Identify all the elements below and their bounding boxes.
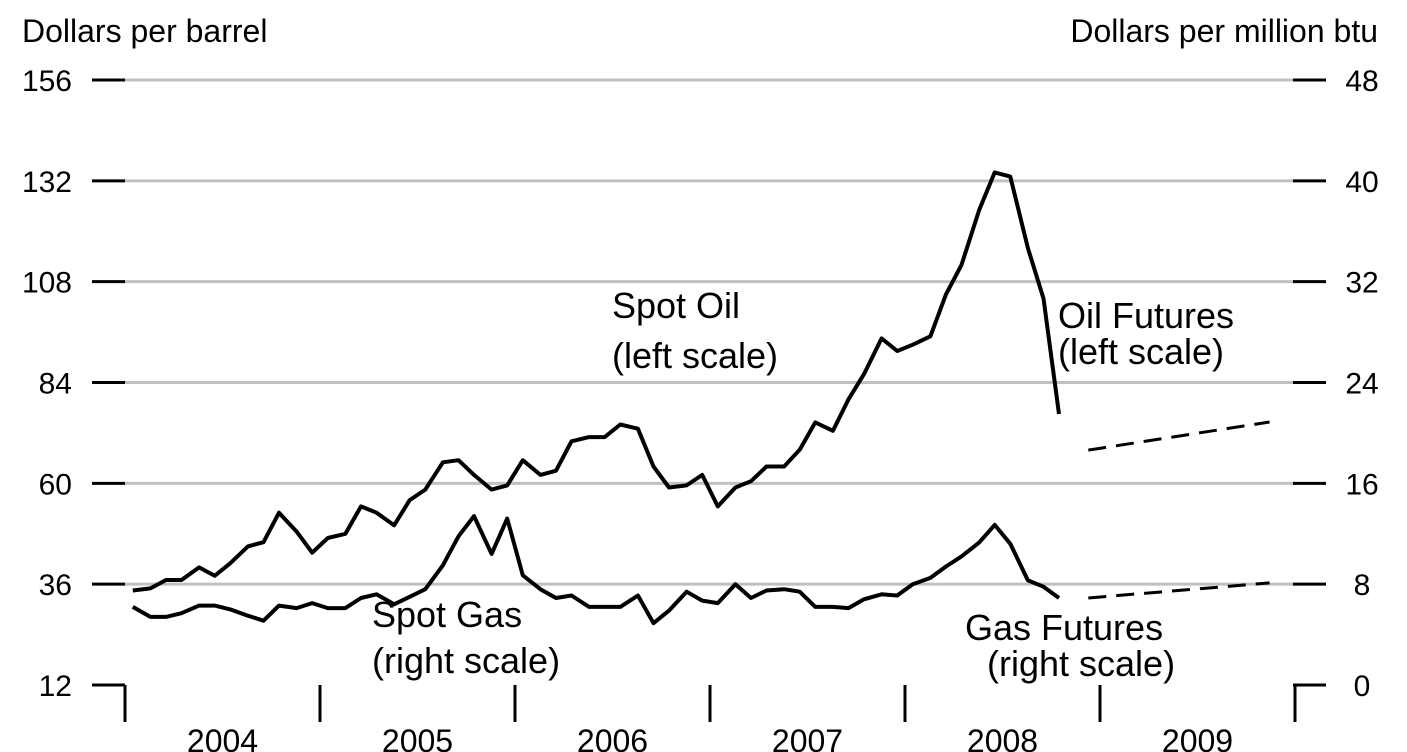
y-axis-title: Dollars per barrel (22, 13, 267, 49)
series-scale-note: (left scale) (1058, 331, 1224, 372)
y2-tick-label: 8 (1354, 569, 1371, 602)
y2-axis-title: Dollars per million btu (1070, 13, 1378, 49)
series-line (131, 514, 1061, 626)
y2-tick-label: 32 (1345, 267, 1378, 300)
y-tick-label: 156 (22, 65, 72, 98)
x-tick-label: 2004 (187, 723, 258, 752)
y2-tick-label: 0 (1354, 670, 1371, 703)
y2-tick-label: 24 (1345, 368, 1378, 401)
series-scale-note: (right scale) (987, 643, 1175, 684)
y-tick-label: 132 (22, 166, 72, 199)
y-tick-label: 60 (39, 468, 72, 501)
x-tick-label: 2009 (1162, 723, 1233, 752)
y-tick-label: 36 (39, 569, 72, 602)
series-line (1088, 420, 1270, 452)
x-tick-label: 2006 (577, 723, 648, 752)
series-scale-note: (left scale) (612, 335, 778, 376)
series-scale-note: (right scale) (372, 640, 560, 681)
x-tick-label: 2007 (772, 723, 843, 752)
series-label: Gas Futures (965, 607, 1163, 648)
y2-tick-label: 16 (1345, 468, 1378, 501)
series-label: Oil Futures (1058, 295, 1234, 336)
y-tick-label: 12 (39, 670, 72, 703)
series-line (132, 170, 1061, 593)
series-label: Spot Oil (612, 285, 740, 326)
y2-tick-label: 48 (1345, 65, 1378, 98)
y-tick-label: 84 (39, 368, 72, 401)
x-tick-label: 2005 (382, 723, 453, 752)
x-tick-label: 2008 (967, 723, 1038, 752)
series-label: Spot Gas (372, 594, 522, 635)
y-tick-label: 108 (22, 267, 72, 300)
series-line (1088, 581, 1270, 600)
y2-tick-label: 40 (1345, 166, 1378, 199)
